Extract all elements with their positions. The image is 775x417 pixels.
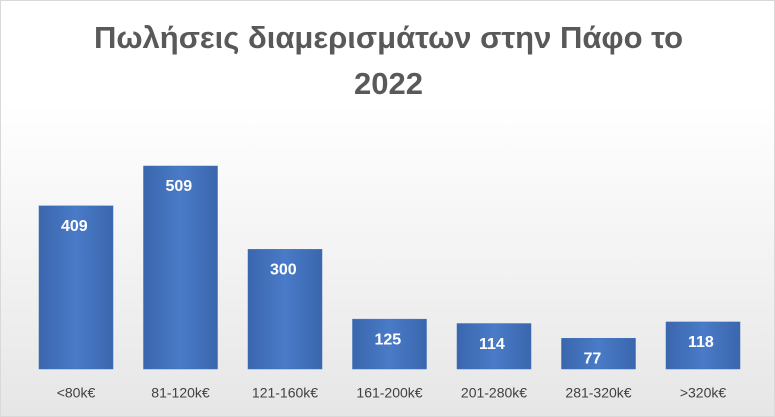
x-tick-label: 281-320k€ [565,385,631,401]
bar [665,321,741,370]
data-label: 118 [688,334,714,351]
bar [352,318,427,370]
bar [143,165,218,370]
data-label: 509 [166,178,193,195]
bar [456,323,532,370]
x-tick-label: 161-200k€ [356,385,422,401]
x-tick-label: 121-160k€ [252,385,318,401]
x-tick-label: >320k€ [680,385,727,401]
x-tick-label: <80k€ [57,385,96,401]
bar [561,338,636,370]
bar [247,249,323,370]
chart-title: Πωλήσεις διαμερισμάτων στην Πάφο το 2022 [93,20,684,101]
x-tick-label: 81-120k€ [151,385,210,401]
data-label: 409 [61,218,88,235]
data-label: 125 [375,331,402,348]
data-label: 114 [479,336,505,353]
data-label: 300 [270,262,297,279]
x-tick-label: 201-280k€ [461,385,527,401]
bar [38,205,114,370]
data-label: 77 [584,351,602,368]
